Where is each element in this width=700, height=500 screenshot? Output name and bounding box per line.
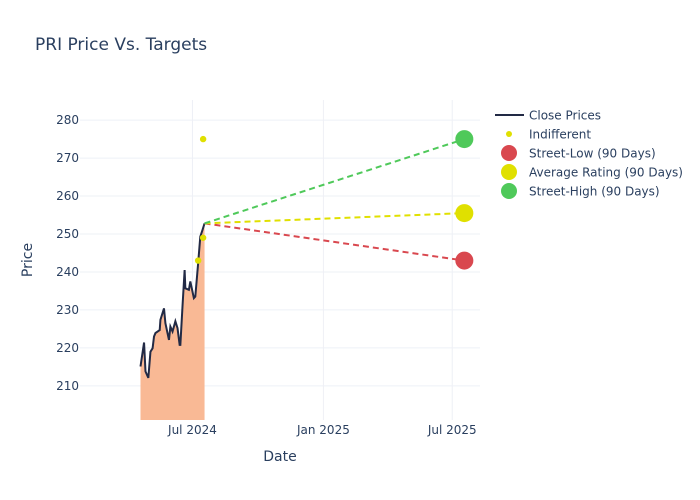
x-tick-label: Jul 2024 [167,423,217,437]
y-tick-label: 210 [56,379,79,393]
y-tick-label: 280 [56,113,79,127]
street-high-target-marker [455,130,474,149]
x-tick-label: Jan 2025 [296,423,350,437]
y-tick-label: 270 [56,151,79,165]
y-tick-label: 260 [56,189,79,203]
average-rating-target-marker [455,204,474,223]
street-low-dashed-line [204,222,465,262]
legend-label: Indifferent [529,128,591,142]
legend-street-high-swatch [501,183,517,199]
legend-street-low-swatch [501,145,517,161]
x-tick-label: Jul 2025 [427,423,477,437]
plot-area [139,130,474,420]
legend-label: Street-Low (90 Days) [529,147,656,161]
close-price-area [140,223,205,420]
legend-indifferent-swatch [506,131,512,137]
street-high-dashed-line [204,138,465,225]
y-tick-label: 230 [56,303,79,317]
y-axis-label: Price [20,243,36,277]
x-axis-label: Date [263,449,296,465]
gridlines [80,100,480,420]
legend[interactable]: Close Prices Indifferent Street-Low (90 Da… [495,109,683,200]
indifferent-rating-point [199,135,207,143]
legend-label: Street-High (90 Days) [529,185,660,199]
y-tick-label: 220 [56,341,79,355]
legend-label: Average Rating (90 Days) [529,166,683,180]
close-price-line [139,223,206,379]
street-low-target-marker [455,251,474,270]
axis-ticks: 210 220 230 240 250 260 270 280 Jul 2024 Jan 2025… [56,113,477,437]
legend-label: Close Prices [529,109,601,123]
average-rating-dashed-line [204,212,465,225]
indifferent-rating-point [194,257,202,264]
y-tick-label: 250 [56,227,79,241]
legend-average-rating-swatch [501,164,517,180]
chart-title: PRI Price Vs. Targets [35,35,207,55]
y-tick-label: 240 [56,265,79,279]
indifferent-rating-point [199,234,207,241]
